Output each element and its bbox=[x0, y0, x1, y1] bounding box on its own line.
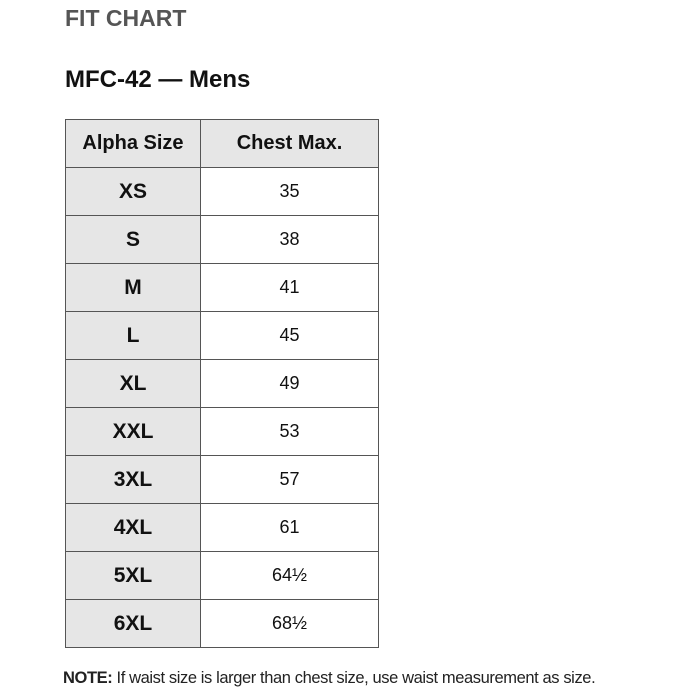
note-text: If waist size is larger than chest size,… bbox=[116, 669, 596, 687]
column-header: Alpha Size bbox=[65, 119, 201, 168]
chest-cell: 49 bbox=[200, 359, 379, 408]
chest-cell: 35 bbox=[200, 167, 379, 216]
table-row: 3XL 57 bbox=[65, 455, 379, 504]
table-row: XL 49 bbox=[65, 359, 379, 408]
fit-table: Alpha Size Chest Max. XS 35 S 38 M 41 L 45 XL 49 X… bbox=[65, 119, 379, 648]
column-header: Chest Max. bbox=[200, 119, 379, 168]
chest-cell: 45 bbox=[200, 311, 379, 360]
size-cell: L bbox=[65, 311, 201, 360]
table-row: 5XL 64½ bbox=[65, 551, 379, 600]
title: FIT CHART bbox=[65, 5, 187, 31]
subtitle: MFC-42 — Mens bbox=[65, 66, 251, 93]
table-body: XS 35 S 38 M 41 L 45 XL 49 XXL 53 3XL 57 4XL 61 5XL 64½ 6X… bbox=[65, 167, 379, 648]
size-cell: XXL bbox=[65, 407, 201, 456]
table-head: Alpha Size Chest Max. bbox=[65, 119, 379, 168]
table-row: M 41 bbox=[65, 263, 379, 312]
table-row: 6XL 68½ bbox=[65, 599, 379, 648]
size-cell: XS bbox=[65, 167, 201, 216]
chest-cell: 41 bbox=[200, 263, 379, 312]
note-label: NOTE: bbox=[63, 669, 113, 687]
table-row: XXL 53 bbox=[65, 407, 379, 456]
chest-cell: 68½ bbox=[200, 599, 379, 648]
size-cell: 6XL bbox=[65, 599, 201, 648]
size-cell: 5XL bbox=[65, 551, 201, 600]
size-cell: 4XL bbox=[65, 503, 201, 552]
table-row: L 45 bbox=[65, 311, 379, 360]
chest-cell: 38 bbox=[200, 215, 379, 264]
note: NOTE: If waist size is larger than chest… bbox=[63, 669, 596, 688]
chest-cell: 57 bbox=[200, 455, 379, 504]
chest-cell: 53 bbox=[200, 407, 379, 456]
chest-cell: 64½ bbox=[200, 551, 379, 600]
size-cell: M bbox=[65, 263, 201, 312]
table-row: S 38 bbox=[65, 215, 379, 264]
header-row: Alpha Size Chest Max. bbox=[65, 119, 379, 168]
table-row: XS 35 bbox=[65, 167, 379, 216]
size-cell: S bbox=[65, 215, 201, 264]
table-row: 4XL 61 bbox=[65, 503, 379, 552]
size-cell: 3XL bbox=[65, 455, 201, 504]
size-cell: XL bbox=[65, 359, 201, 408]
chest-cell: 61 bbox=[200, 503, 379, 552]
